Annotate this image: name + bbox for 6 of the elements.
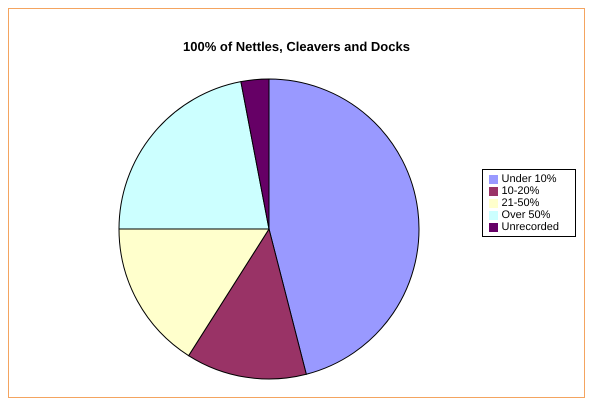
chart-title: 100% of Nettles, Cleavers and Docks [182,39,411,54]
legend-label: 21-50% [502,197,540,209]
legend-label: Under 10% [502,173,557,185]
legend-label: Unrecorded [502,221,559,233]
legend-label: Over 50% [502,209,550,221]
legend-label: 10-20% [502,185,540,197]
